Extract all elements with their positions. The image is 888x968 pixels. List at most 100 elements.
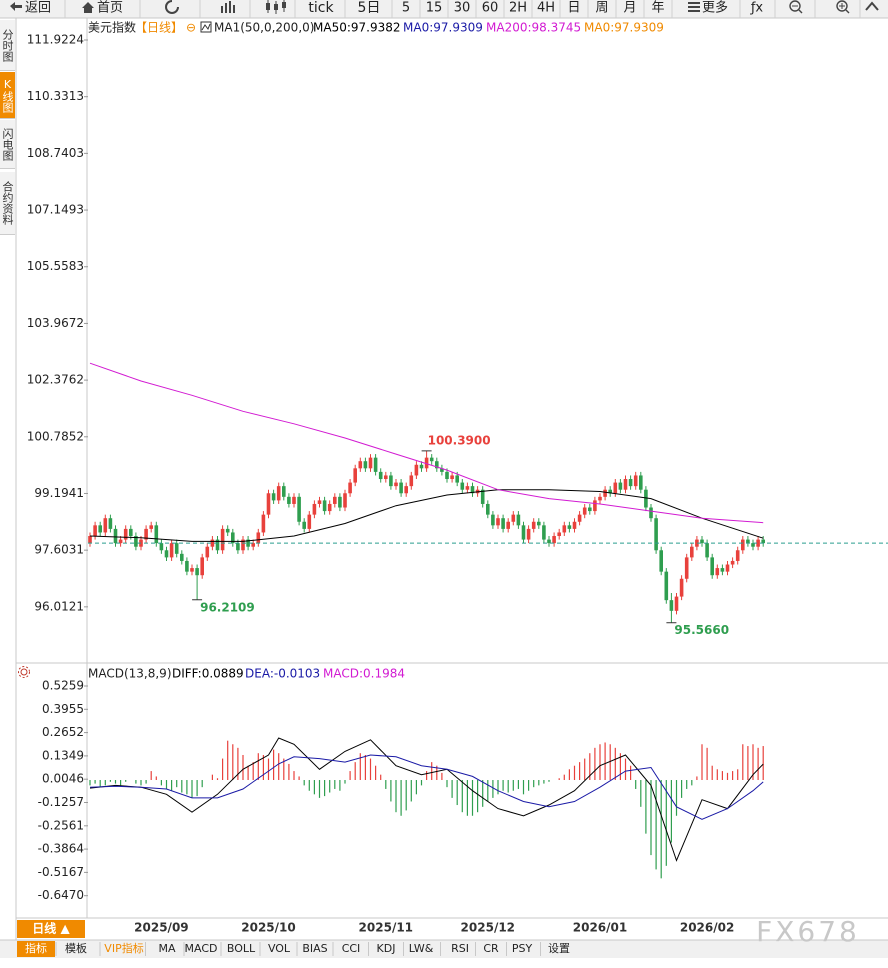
- toolbar-item[interactable]: 日: [567, 1, 580, 16]
- bottom-tab[interactable]: RSI: [451, 942, 469, 955]
- bottom-tab[interactable]: 模板: [65, 941, 87, 955]
- toolbar-item[interactable]: 周: [595, 1, 608, 16]
- candle-body: [118, 539, 123, 544]
- collapse-icon[interactable]: [865, 1, 879, 11]
- period-button-bg[interactable]: [17, 920, 85, 938]
- y-tick-label: 0.0046: [42, 772, 84, 786]
- candle-body: [195, 568, 199, 576]
- candle-body: [429, 457, 434, 462]
- candle-body: [654, 518, 658, 551]
- candle-body: [608, 489, 612, 494]
- candle-body: [333, 496, 337, 504]
- candle-body: [353, 468, 357, 483]
- candle-body: [210, 539, 215, 547]
- toolbar-item[interactable]: 30: [454, 1, 471, 16]
- candle-body: [88, 536, 92, 544]
- y-tick-label: 107.1493: [27, 203, 84, 217]
- bottom-tab[interactable]: BIAS: [302, 942, 327, 955]
- candle-body: [735, 550, 740, 561]
- indicator-line: [89, 737, 764, 862]
- candle-body: [700, 539, 704, 544]
- candle-body: [225, 528, 230, 533]
- bars-icon[interactable]: [221, 1, 235, 13]
- toolbar-item[interactable]: 年: [651, 1, 664, 16]
- toolbar-item[interactable]: 5日: [358, 0, 381, 16]
- candle-body: [613, 482, 618, 494]
- chart-title: 美元指数: [88, 20, 136, 35]
- toolbar-item[interactable]: 首页: [97, 1, 123, 16]
- bottom-tab[interactable]: VOL: [268, 942, 291, 955]
- toolbar-item[interactable]: 5: [402, 1, 410, 16]
- toolbar-item[interactable]: 更多: [702, 0, 728, 16]
- toolbar-item[interactable]: 2H: [509, 1, 527, 16]
- side-tab[interactable]: K线图: [0, 72, 15, 119]
- candle-body: [623, 479, 628, 490]
- period-icon[interactable]: ⊖: [186, 21, 196, 35]
- candle-body: [674, 596, 679, 611]
- candle-body: [123, 528, 128, 540]
- toolbar-item[interactable]: 返回: [25, 1, 51, 16]
- candle-body: [113, 528, 118, 544]
- candle-body: [572, 521, 577, 529]
- active-tab-bg: [17, 941, 55, 957]
- candle-body: [103, 518, 108, 533]
- candle-body: [567, 525, 572, 529]
- legend-item: MA0:97.9309: [584, 21, 664, 35]
- candle-body: [185, 560, 189, 572]
- candle-body: [378, 471, 383, 480]
- candle-body: [231, 532, 235, 544]
- back-icon[interactable]: [10, 2, 22, 11]
- bottom-tab[interactable]: KDJ: [377, 942, 396, 955]
- x-tick-label: 2025/10: [241, 921, 295, 935]
- y-tick-label: -0.1257: [38, 795, 84, 809]
- side-tab[interactable]: 闪电图: [0, 120, 15, 169]
- toolbar-item[interactable]: ƒx: [750, 1, 764, 16]
- toolbar-item[interactable]: 4H: [537, 1, 555, 16]
- bottom-tab[interactable]: 设置: [548, 942, 570, 955]
- x-tick-label: 2025/12: [461, 921, 515, 935]
- bottom-tab[interactable]: MA: [158, 942, 175, 955]
- candle-body: [256, 532, 261, 544]
- candle-body: [531, 521, 536, 529]
- refresh-icon[interactable]: [165, 0, 179, 14]
- bottom-tab[interactable]: LW&: [409, 942, 434, 955]
- candle-body: [302, 521, 306, 529]
- bottom-tab[interactable]: CCI: [342, 942, 361, 955]
- bottom-tab[interactable]: CR: [483, 942, 499, 955]
- candle-body: [588, 507, 592, 512]
- toolbar-item[interactable]: 月: [623, 1, 636, 16]
- candle-body: [633, 475, 638, 487]
- period-button[interactable]: 日线 ▲: [32, 921, 70, 936]
- candle-icon[interactable]: [266, 0, 286, 14]
- zoom-in-icon[interactable]: [836, 0, 850, 14]
- candle-body: [409, 475, 414, 487]
- bottom-tab[interactable]: BOLL: [227, 942, 256, 955]
- menu-icon[interactable]: [688, 2, 700, 12]
- bottom-tab[interactable]: VIP指标: [104, 941, 143, 955]
- y-tick-label: 110.3313: [27, 89, 84, 103]
- home-icon[interactable]: [82, 2, 94, 13]
- candle-body: [297, 496, 301, 522]
- zoom-out-icon[interactable]: [789, 0, 803, 14]
- toolbar-item[interactable]: 15: [426, 1, 443, 16]
- candle-body: [368, 457, 373, 469]
- bottom-tab[interactable]: MACD: [185, 942, 218, 955]
- bottom-tab[interactable]: 指标: [25, 941, 47, 955]
- settings-icon[interactable]: [18, 666, 30, 678]
- candle-body: [174, 543, 179, 554]
- toolbar-item[interactable]: 60: [482, 1, 499, 16]
- y-tick-label: 0.2652: [42, 725, 84, 739]
- toolbar-item[interactable]: tick: [308, 0, 334, 16]
- candle-body: [720, 568, 725, 572]
- candle-body: [751, 543, 755, 547]
- y-tick-label: 105.5583: [27, 259, 84, 273]
- candle-body: [679, 578, 684, 597]
- side-tab[interactable]: 合约资料: [0, 172, 15, 235]
- side-tab[interactable]: 分时图: [0, 20, 15, 71]
- candle-body: [414, 464, 419, 476]
- candle-body: [317, 500, 322, 504]
- candle-body: [593, 500, 597, 512]
- period-label: 【日线】: [135, 21, 183, 35]
- bottom-tab[interactable]: PSY: [512, 942, 533, 955]
